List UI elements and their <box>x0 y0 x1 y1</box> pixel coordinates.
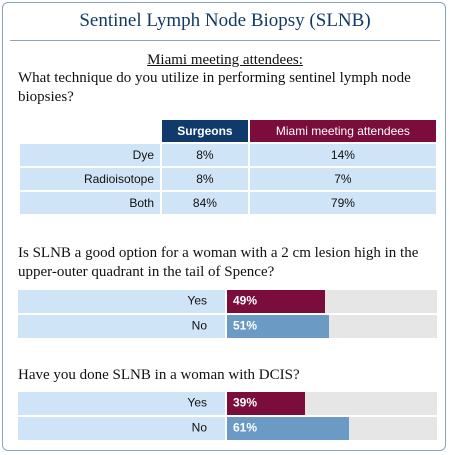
row: Dye 8% 14% <box>20 144 436 166</box>
value-label: 51% <box>233 319 257 333</box>
question: Have you done SLNB in a woman with DCIS? <box>18 367 300 383</box>
corner <box>20 120 160 142</box>
title: Sentinel Lymph Node Biopsy (SLNB) <box>79 10 371 31</box>
label-cell <box>18 290 225 313</box>
category-label: Yes <box>187 396 207 410</box>
category-label: Yes <box>187 294 207 308</box>
category-label: No <box>192 421 208 435</box>
divider <box>10 40 440 41</box>
row: Both 84% 79% <box>20 192 436 214</box>
value-label: 61% <box>233 421 257 435</box>
row-label: Dye <box>20 144 160 166</box>
row: Radioisotope 8% 7% <box>20 168 436 190</box>
column-header: Surgeons <box>162 120 248 142</box>
row-label: Both <box>20 192 160 214</box>
bar <box>227 417 349 440</box>
question: Is SLNB a good option for a woman with a… <box>18 245 419 280</box>
value-label: 39% <box>233 396 257 410</box>
frame <box>2 2 446 451</box>
audience: Miami meeting attendees: <box>147 52 303 68</box>
label-cell <box>18 417 225 440</box>
value-label: 49% <box>233 294 257 308</box>
column-header: Miami meeting attendees <box>249 120 436 142</box>
bar <box>227 315 329 338</box>
category-label: No <box>192 319 208 333</box>
cell: 84% <box>162 192 248 214</box>
cell: 7% <box>249 168 436 190</box>
cell: 8% <box>162 168 248 190</box>
label-cell <box>18 392 225 415</box>
label-cell <box>18 315 225 338</box>
cell: 79% <box>249 192 436 214</box>
row-label: Radioisotope <box>20 168 160 190</box>
bar <box>227 290 325 313</box>
technique-table: Surgeons Miami meeting attendees Dye 8% 14… <box>18 118 438 216</box>
bar <box>227 392 305 415</box>
header-row: Surgeons Miami meeting attendees <box>20 120 436 142</box>
cell: 8% <box>162 144 248 166</box>
cell: 14% <box>249 144 436 166</box>
question: What technique do you utilize in perform… <box>18 70 411 105</box>
